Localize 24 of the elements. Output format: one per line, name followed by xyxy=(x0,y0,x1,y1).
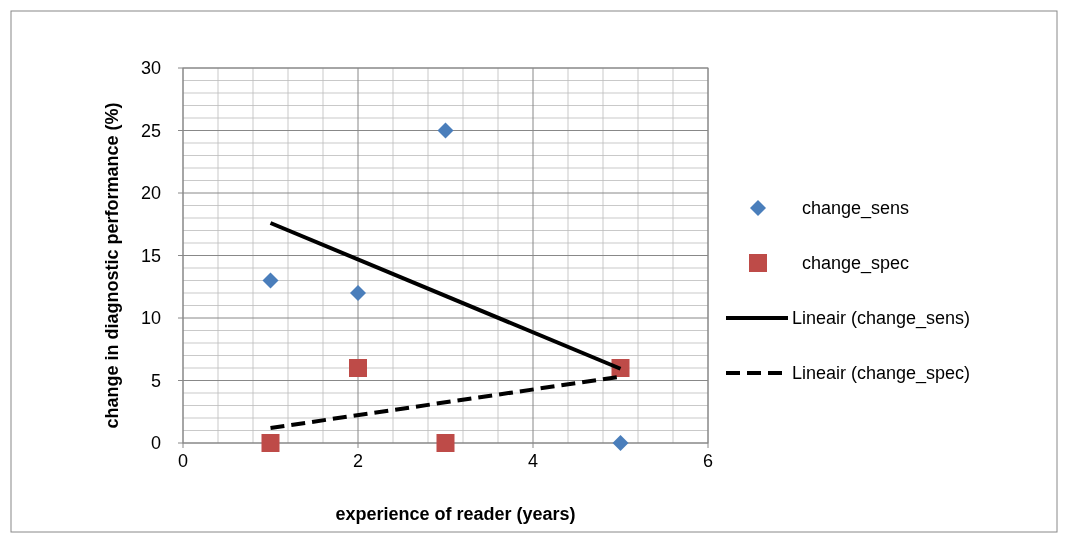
y-tick-label: 30 xyxy=(140,58,161,78)
point xyxy=(349,359,367,377)
point xyxy=(261,434,280,452)
x-axis-title: experience of reader (years) xyxy=(335,504,576,524)
legend-label: Lineair (change_spec) xyxy=(792,363,971,384)
x-tick-label: 6 xyxy=(702,451,714,471)
y-tick-label: 5 xyxy=(150,370,161,391)
y-tick-label: 25 xyxy=(140,120,161,141)
y-tick-label: 20 xyxy=(140,183,161,203)
legend-label: change_sens xyxy=(802,198,910,219)
x-tick-label: 2 xyxy=(352,451,364,471)
point xyxy=(436,434,455,452)
y-axis-title: change in diagnostic performance (%) xyxy=(102,102,122,429)
y-tick-label: 15 xyxy=(140,245,161,266)
point xyxy=(262,272,279,289)
point xyxy=(437,122,454,139)
x-tick-label: 4 xyxy=(527,451,539,471)
legend-label: Lineair (change_sens) xyxy=(792,308,971,329)
y-tick-label: 0 xyxy=(150,433,161,453)
x-tick-label: 0 xyxy=(177,451,189,471)
legend-label: change_spec xyxy=(802,253,910,274)
y-tick-label: 10 xyxy=(140,308,161,328)
point xyxy=(350,285,366,301)
point xyxy=(612,435,629,451)
